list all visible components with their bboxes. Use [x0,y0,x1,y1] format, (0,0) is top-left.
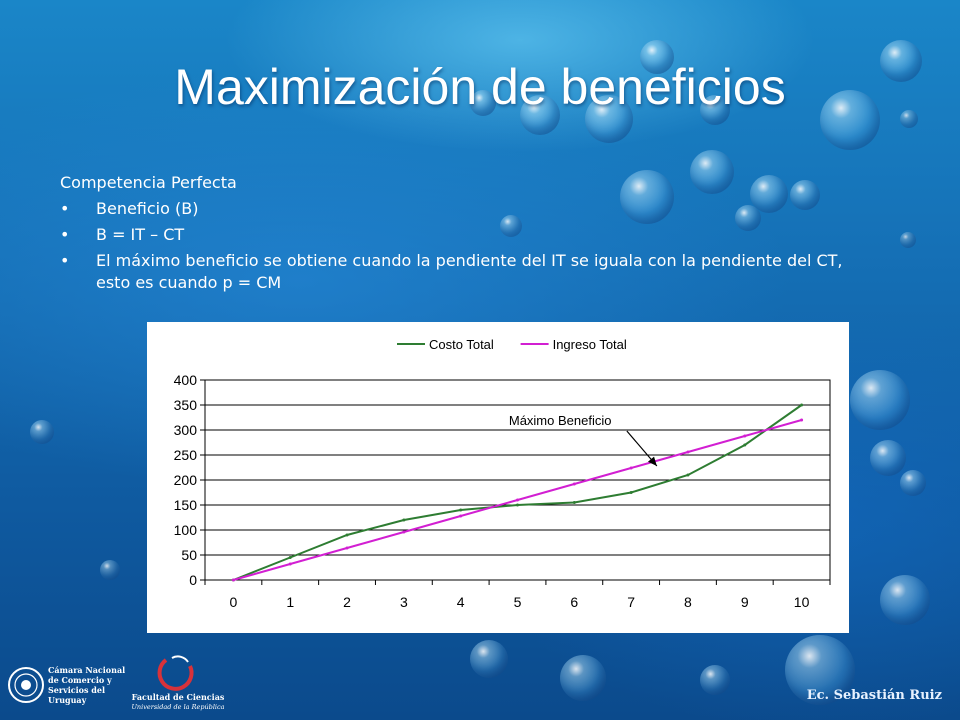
y-tick-label: 150 [174,497,198,513]
plot-border [204,379,831,581]
x-tick-label: 9 [741,594,749,610]
bullet-dot-icon: • [60,225,70,244]
x-tick-label: 7 [627,594,635,610]
bullet-text: B = IT – CT [96,225,185,244]
body-text: Competencia Perfecta • Beneficio (B) • B… [60,172,850,298]
data-point [629,466,633,470]
data-point [572,501,576,504]
logo-line: Servicios del [48,685,105,695]
facultad-logo: Facultad de Ciencias Universidad de la R… [131,655,225,711]
camara-logo: Cámara Nacional de Comercio y Servicios … [8,665,125,705]
x-tick-label: 6 [570,594,578,610]
bullet-dot-icon: • [60,251,70,270]
x-tick-label: 0 [230,594,238,610]
bullet-item: • B = IT – CT [60,224,850,246]
data-point [743,443,747,447]
data-point [516,503,519,507]
data-point [686,473,690,477]
y-tick-label: 100 [174,522,198,538]
y-tick-label: 250 [174,447,198,463]
slide-title: Maximización de beneficios [174,59,786,115]
x-tick-label: 3 [400,594,408,610]
data-point [572,482,576,486]
series-line [233,404,803,581]
logo-line: Facultad de Ciencias [132,692,225,702]
y-tick-label: 0 [189,572,197,588]
logo-line: de Comercio y [48,675,112,685]
x-tick-label: 4 [457,594,465,610]
x-tick-label: 5 [514,594,522,610]
y-tick-label: 400 [174,372,198,388]
y-tick-label: 200 [174,472,198,488]
data-point [800,403,804,407]
data-point [345,533,349,537]
data-point [231,578,235,582]
data-point [800,418,804,422]
data-point [459,508,463,512]
bullet-item: • Beneficio (B) [60,198,850,220]
x-tick-label: 1 [286,594,294,610]
data-point [402,530,406,534]
x-tick-label: 10 [794,594,810,610]
data-point [288,562,292,566]
x-tick-label: 2 [343,594,351,610]
chart-container: 0 50 100 150 200 250 300 350 400 0 1 2 3 4 5 6 7 8 9 10 Cost… [147,322,849,633]
bullet-dot-icon: • [60,199,70,218]
logo-line: Cámara Nacional [48,665,125,675]
data-point [743,434,747,438]
bullet-text: El máximo beneficio se obtiene cuando la… [96,251,843,292]
legend-label: Ingreso Total [553,337,627,352]
y-tick-label: 350 [174,397,198,413]
logo-sub: Universidad de la República [131,703,224,711]
data-point [345,546,349,550]
bullet-text: Beneficio (B) [96,199,199,218]
logo-line: Uruguay [48,695,87,705]
line-chart: 0 50 100 150 200 250 300 350 400 0 1 2 3 4 5 6 7 8 9 10 Cost… [174,337,831,610]
data-point [402,518,406,522]
y-tick-label: 50 [181,547,197,563]
author-name: Ec. Sebastián Ruiz [806,688,942,703]
data-point [516,498,519,502]
data-point [459,514,463,518]
x-tick-label: 8 [684,594,692,610]
slide-subtitle: Competencia Perfecta [60,173,237,192]
bullet-item: • El máximo beneficio se obtiene cuando … [60,250,850,294]
annotation-label: Máximo Beneficio [509,413,612,428]
data-point [288,556,292,559]
legend-label: Costo Total [429,337,494,352]
data-point [629,491,633,494]
data-point [686,450,690,454]
y-tick-label: 300 [174,422,198,438]
annotation-arrowhead [647,456,657,466]
